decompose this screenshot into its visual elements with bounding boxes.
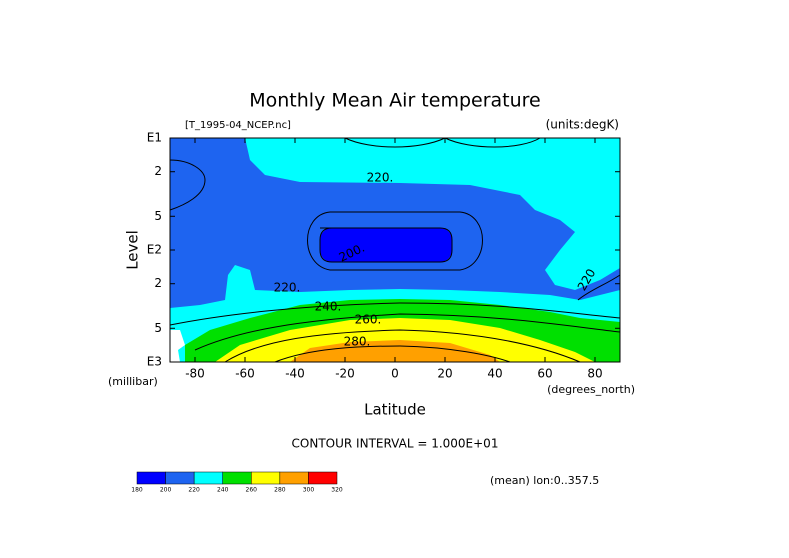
contour-line [194,313,621,351]
x-tick-label: -40 [285,367,305,381]
footnote: (mean) lon:0..357.5 [490,474,599,487]
contour-line [307,211,483,271]
contour-line [319,227,453,263]
contour-fill [320,228,452,262]
y-tick-label: E1 [147,131,162,145]
contour-label: 280. [344,335,371,349]
colorbar-label: 260 [246,487,258,494]
y-units: (millibar) [108,375,158,388]
colorbar-box [136,471,166,485]
colorbar-box [279,471,309,485]
x-units: (degrees_north) [547,383,635,396]
x-tick-label: 20 [437,367,452,381]
y-axis-label: Level [124,230,142,270]
colorbar-box [308,471,338,485]
contour-fill [245,138,620,290]
y-tick-label: 2 [154,276,162,290]
contour-label: 240. [315,300,342,314]
x-tick-label: 80 [587,367,602,381]
y-tick-label: 5 [154,321,162,335]
x-tick-label: -20 [335,367,355,381]
file-label: [T_1995-04_NCEP.nc] [185,120,291,131]
contour-line [169,159,206,211]
colorbar-label: 320 [331,487,343,494]
colorbar-label: 240 [217,487,229,494]
contour-fill [290,340,500,362]
colorbar-label: 200 [160,487,172,494]
colorbar-box [193,471,223,485]
colorbar-label: 180 [131,487,143,494]
contour-line [169,302,621,326]
colorbar-box [222,471,252,485]
contour-label: 220. [367,171,394,185]
x-tick-label: -80 [185,367,205,381]
x-tick-label: -60 [235,367,255,381]
colorbar-label: 220 [188,487,200,494]
missing-data [170,330,185,362]
contour-line [224,329,581,363]
contour-label: 260. [355,313,382,327]
contour-line [577,274,621,301]
y-tick-label: E2 [147,243,162,257]
contour-interval: CONTOUR INTERVAL = 1.000E+01 [292,437,499,451]
colorbar-box [251,471,281,485]
x-tick-label: 60 [537,367,552,381]
y-tick-label: 5 [154,209,162,223]
contour-line [274,345,511,363]
y-tick-label: E3 [147,355,162,369]
units-label: (units:degK) [546,118,619,132]
colorbar-label: 300 [303,487,315,494]
y-tick-label: 2 [154,164,162,178]
colorbar-label: 280 [274,487,286,494]
x-axis-label: Latitude [364,401,426,419]
x-tick-label: 0 [391,367,399,381]
chart-title: Monthly Mean Air temperature [249,90,540,112]
x-tick-label: 40 [487,367,502,381]
colorbar-box [165,471,195,485]
contour-label: 220. [274,281,301,295]
